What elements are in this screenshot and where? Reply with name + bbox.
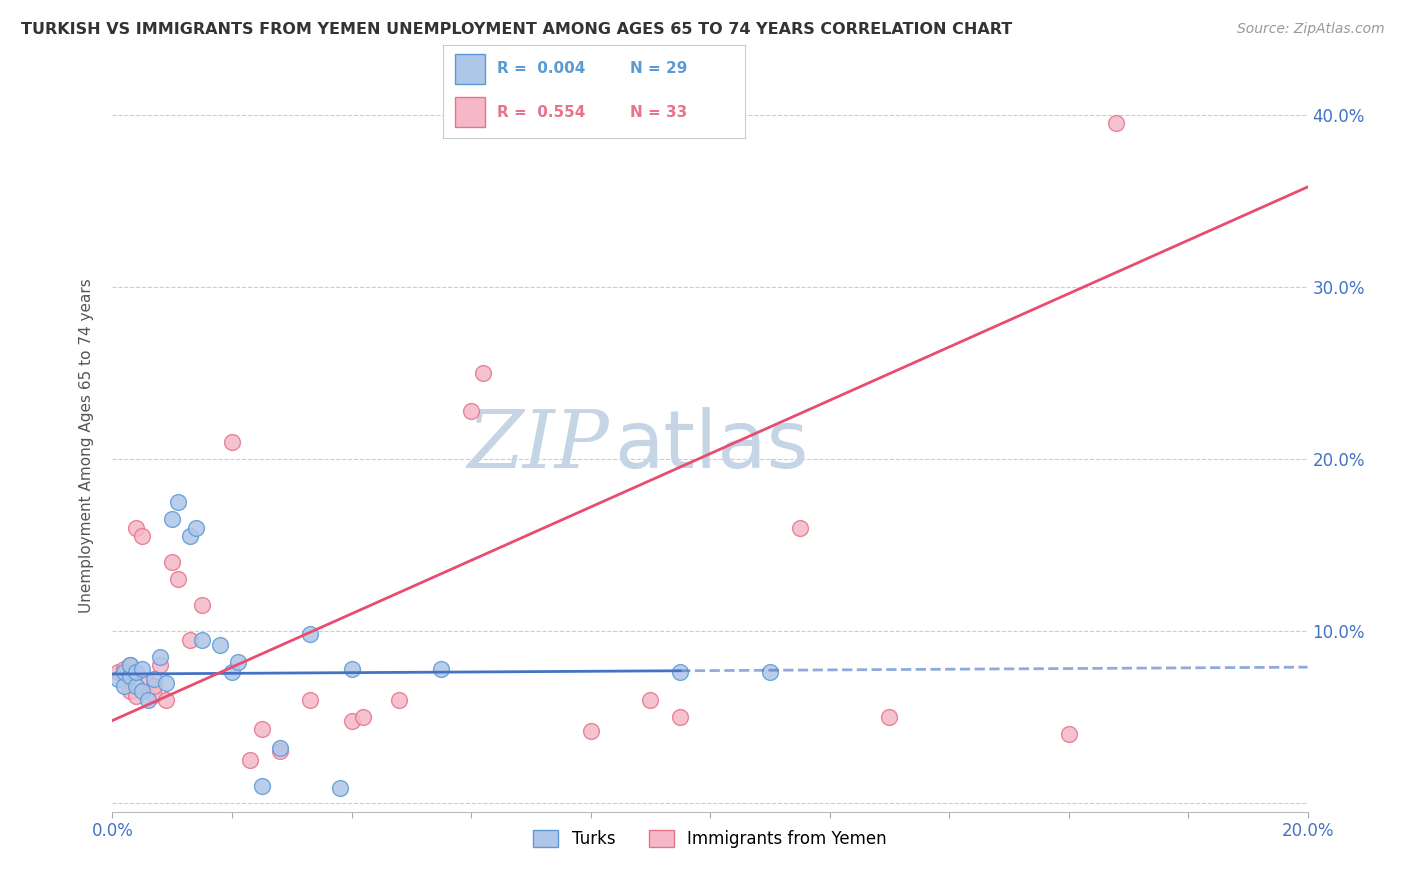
Point [191, 632, 214, 647]
Point [120, 658, 142, 673]
Point [430, 662, 453, 676]
Point [120, 669, 142, 683]
Bar [456, 97, 485, 127]
Point [138, 675, 160, 690]
Text: atlas: atlas [614, 407, 808, 485]
Point [143, 679, 166, 693]
Point [138, 693, 160, 707]
Text: Source: ZipAtlas.com: Source: ZipAtlas.com [1237, 22, 1385, 37]
Point [125, 665, 148, 680]
Point [186, 521, 208, 535]
Point [1105, 116, 1128, 130]
Point [460, 403, 482, 417]
Text: N = 33: N = 33 [630, 104, 688, 120]
Point [131, 529, 153, 543]
Point [879, 710, 901, 724]
Point [162, 512, 183, 526]
Point [1057, 727, 1080, 741]
Point [388, 693, 411, 707]
Point [143, 688, 166, 702]
Text: R =  0.554: R = 0.554 [498, 104, 586, 120]
Point [789, 521, 811, 535]
Point [131, 662, 153, 676]
Y-axis label: Unemployment Among Ages 65 to 74 years: Unemployment Among Ages 65 to 74 years [79, 278, 94, 614]
Point [579, 723, 602, 738]
Point [340, 662, 363, 676]
Point [640, 693, 662, 707]
Point [149, 649, 172, 664]
Point [125, 690, 148, 704]
Legend: Turks, Immigrants from Yemen: Turks, Immigrants from Yemen [527, 823, 893, 855]
Point [107, 665, 129, 680]
Point [125, 679, 148, 693]
Point [669, 665, 692, 680]
Point [155, 675, 177, 690]
Point [149, 658, 172, 673]
Point [143, 672, 166, 686]
Point [239, 753, 262, 767]
Point [167, 573, 190, 587]
Point [155, 693, 177, 707]
Point [191, 598, 214, 612]
Text: ZIP: ZIP [467, 408, 609, 484]
Point [167, 495, 190, 509]
Point [221, 434, 243, 449]
Point [353, 710, 375, 724]
Point [114, 679, 135, 693]
Point [120, 684, 142, 698]
Point [221, 665, 243, 680]
Text: N = 29: N = 29 [630, 62, 688, 77]
Point [250, 722, 273, 736]
Bar [456, 54, 485, 84]
Point [107, 672, 129, 686]
Point [131, 684, 153, 698]
Point [114, 665, 135, 680]
Point [226, 655, 249, 669]
Point [179, 529, 201, 543]
Text: TURKISH VS IMMIGRANTS FROM YEMEN UNEMPLOYMENT AMONG AGES 65 TO 74 YEARS CORRELAT: TURKISH VS IMMIGRANTS FROM YEMEN UNEMPLO… [21, 22, 1012, 37]
Point [340, 714, 363, 728]
Point [298, 693, 321, 707]
Point [472, 366, 495, 380]
Point [250, 779, 273, 793]
Point [125, 521, 148, 535]
Point [269, 744, 291, 758]
Point [329, 780, 352, 795]
Point [162, 555, 183, 569]
Point [269, 741, 291, 756]
Text: R =  0.004: R = 0.004 [498, 62, 586, 77]
Point [759, 665, 782, 680]
Point [179, 632, 201, 647]
Point [120, 658, 142, 673]
Point [298, 627, 321, 641]
Point [669, 710, 692, 724]
Point [114, 662, 135, 676]
Point [209, 638, 232, 652]
